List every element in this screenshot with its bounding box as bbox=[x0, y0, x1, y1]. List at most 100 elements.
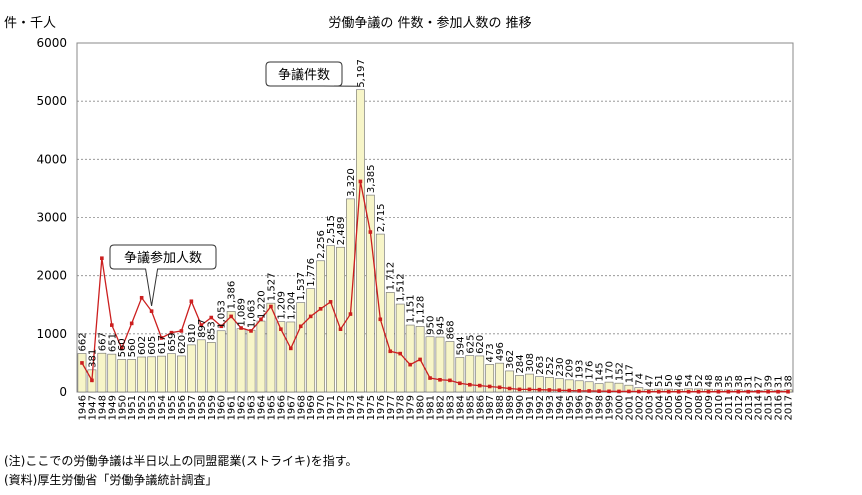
bar bbox=[395, 303, 405, 393]
x-tick-label: 1957 bbox=[187, 395, 198, 420]
bar-value-label: 230 bbox=[555, 358, 566, 377]
x-tick-label: 2006 bbox=[674, 395, 685, 420]
participants-point bbox=[209, 315, 214, 320]
bar-value-label: 1,128 bbox=[416, 296, 427, 325]
x-tick-label: 1971 bbox=[326, 395, 337, 420]
y-tick-label: 1000 bbox=[36, 327, 67, 341]
participants-point bbox=[269, 304, 273, 309]
participants-point bbox=[189, 299, 194, 304]
bar-value-label: 5,197 bbox=[356, 59, 367, 88]
bar bbox=[544, 377, 554, 393]
bar-value-label: 145 bbox=[595, 362, 606, 381]
bar-value-label: 1,527 bbox=[266, 273, 277, 302]
participants-point bbox=[239, 326, 243, 330]
x-tick-label: 1998 bbox=[595, 395, 606, 420]
bar-value-label: 31 bbox=[744, 375, 755, 388]
bar-value-label: 1,776 bbox=[306, 258, 317, 287]
y-tick-label: 4000 bbox=[36, 152, 67, 166]
bar-value-label: 38 bbox=[714, 375, 725, 388]
bar-value-label: 50 bbox=[664, 374, 675, 387]
x-tick-label: 1960 bbox=[217, 395, 228, 420]
bar bbox=[276, 321, 286, 393]
x-tick-label: 1990 bbox=[515, 395, 526, 420]
x-tick-label: 1980 bbox=[416, 395, 427, 420]
participants-point bbox=[139, 295, 144, 300]
x-tick-label: 1970 bbox=[316, 395, 327, 420]
x-tick-label: 1951 bbox=[127, 395, 138, 420]
participants-point bbox=[577, 389, 581, 393]
x-tick-label: 1983 bbox=[445, 395, 456, 420]
bar-value-label: 284 bbox=[515, 354, 526, 373]
x-tick-label: 1979 bbox=[406, 395, 417, 420]
callout-dispute-count-text: 争議件数 bbox=[278, 68, 330, 83]
participants-point bbox=[259, 317, 263, 322]
x-tick-label: 1996 bbox=[575, 395, 586, 420]
bar-value-label: 54 bbox=[684, 374, 695, 387]
participants-point bbox=[149, 309, 154, 313]
y-tick-label: 2000 bbox=[36, 269, 67, 283]
participants-point bbox=[676, 389, 681, 394]
bar-value-label: 605 bbox=[147, 336, 158, 355]
x-tick-label: 1989 bbox=[505, 395, 516, 420]
participants-point bbox=[666, 389, 671, 394]
participants-point bbox=[90, 378, 94, 383]
bar-value-label: 1,089 bbox=[237, 298, 248, 327]
x-tick-label: 1967 bbox=[286, 395, 297, 420]
participants-point bbox=[736, 389, 741, 394]
participants-point bbox=[348, 312, 353, 316]
participants-point bbox=[418, 357, 422, 362]
footnote-source: (資料)厚生労働省「労働争議統計調査」 bbox=[4, 473, 218, 487]
participants-point bbox=[776, 389, 780, 394]
participants-point bbox=[378, 317, 383, 322]
bar-value-label: 51 bbox=[654, 374, 665, 387]
bar-value-label: 853 bbox=[207, 321, 218, 340]
bar-value-label: 3,320 bbox=[346, 168, 357, 197]
participants-point bbox=[597, 389, 601, 393]
bar bbox=[117, 359, 127, 393]
participants-point bbox=[179, 329, 184, 333]
bar-value-label: 560 bbox=[117, 338, 128, 357]
bar bbox=[326, 245, 335, 393]
x-tick-label: 1948 bbox=[97, 395, 108, 420]
bar-value-label: 473 bbox=[485, 343, 496, 362]
bar-value-label: 1,063 bbox=[247, 300, 258, 329]
participants-point bbox=[199, 323, 204, 327]
bar bbox=[375, 233, 385, 393]
chart-title: 労働争議の 件数・参加人数の 推移 bbox=[328, 15, 531, 31]
x-tick-label: 1984 bbox=[455, 395, 466, 420]
bar-value-label: 620 bbox=[177, 335, 188, 354]
bar bbox=[286, 321, 296, 393]
x-tick-label: 2016 bbox=[774, 395, 785, 420]
participants-point bbox=[786, 389, 790, 394]
bar bbox=[77, 353, 87, 393]
x-tick-label: 1994 bbox=[555, 395, 566, 420]
x-tick-label: 1992 bbox=[535, 395, 546, 420]
x-tick-label: 1974 bbox=[356, 395, 367, 420]
x-tick-label: 2009 bbox=[704, 395, 715, 420]
bar-value-label: 1,053 bbox=[217, 300, 228, 329]
x-tick-label: 2000 bbox=[614, 395, 625, 420]
participants-point bbox=[80, 361, 84, 365]
bar-value-label: 1,209 bbox=[276, 291, 287, 320]
bar bbox=[177, 355, 186, 393]
bar-value-label: 950 bbox=[426, 316, 437, 335]
bar bbox=[485, 364, 495, 393]
participants-point bbox=[298, 324, 303, 329]
x-tick-label: 1962 bbox=[237, 395, 248, 420]
bar bbox=[266, 302, 276, 393]
bar bbox=[525, 373, 534, 393]
y-axis-label: 件・千人 bbox=[4, 16, 56, 31]
bar-value-label: 659 bbox=[167, 333, 178, 352]
bar-value-label: 496 bbox=[495, 342, 506, 361]
callout-participants-box bbox=[109, 244, 217, 306]
x-tick-label: 1953 bbox=[147, 395, 158, 420]
participants-point bbox=[527, 387, 532, 392]
bar-value-label: 31 bbox=[774, 375, 785, 388]
participants-point bbox=[547, 388, 552, 392]
participants-point bbox=[766, 389, 770, 394]
bar-value-label: 209 bbox=[565, 359, 576, 378]
bar-value-label: 117 bbox=[624, 364, 635, 383]
x-tick-label: 1956 bbox=[177, 395, 188, 420]
bar bbox=[475, 355, 485, 393]
bar-value-label: 47 bbox=[644, 375, 655, 388]
